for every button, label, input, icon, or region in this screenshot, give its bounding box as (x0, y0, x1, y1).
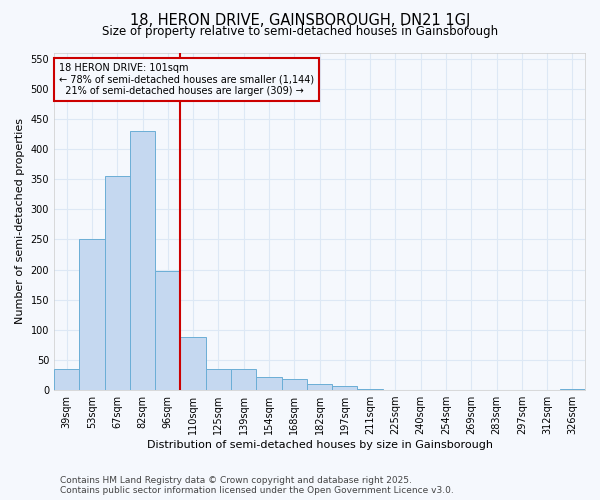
Bar (104, 176, 130, 390)
Y-axis label: Number of semi-detached properties: Number of semi-detached properties (15, 118, 25, 324)
Bar (54, 369, 79, 390)
Text: Size of property relative to semi-detached houses in Gainsborough: Size of property relative to semi-detach… (102, 25, 498, 38)
Bar (256, 377, 281, 390)
Text: 18, HERON DRIVE, GAINSBOROUGH, DN21 1GJ: 18, HERON DRIVE, GAINSBOROUGH, DN21 1GJ (130, 12, 470, 28)
Bar (206, 369, 231, 390)
Bar (358, 389, 383, 390)
Bar (281, 379, 307, 390)
X-axis label: Distribution of semi-detached houses by size in Gainsborough: Distribution of semi-detached houses by … (146, 440, 493, 450)
Text: Contains HM Land Registry data © Crown copyright and database right 2025.
Contai: Contains HM Land Registry data © Crown c… (60, 476, 454, 495)
Bar (332, 386, 358, 390)
Bar (79, 240, 104, 390)
Bar (130, 131, 155, 390)
Bar (231, 369, 256, 390)
Text: 18 HERON DRIVE: 101sqm
← 78% of semi-detached houses are smaller (1,144)
  21% o: 18 HERON DRIVE: 101sqm ← 78% of semi-det… (59, 62, 314, 96)
Bar (307, 384, 332, 390)
Bar (155, 270, 181, 390)
Bar (181, 337, 206, 390)
